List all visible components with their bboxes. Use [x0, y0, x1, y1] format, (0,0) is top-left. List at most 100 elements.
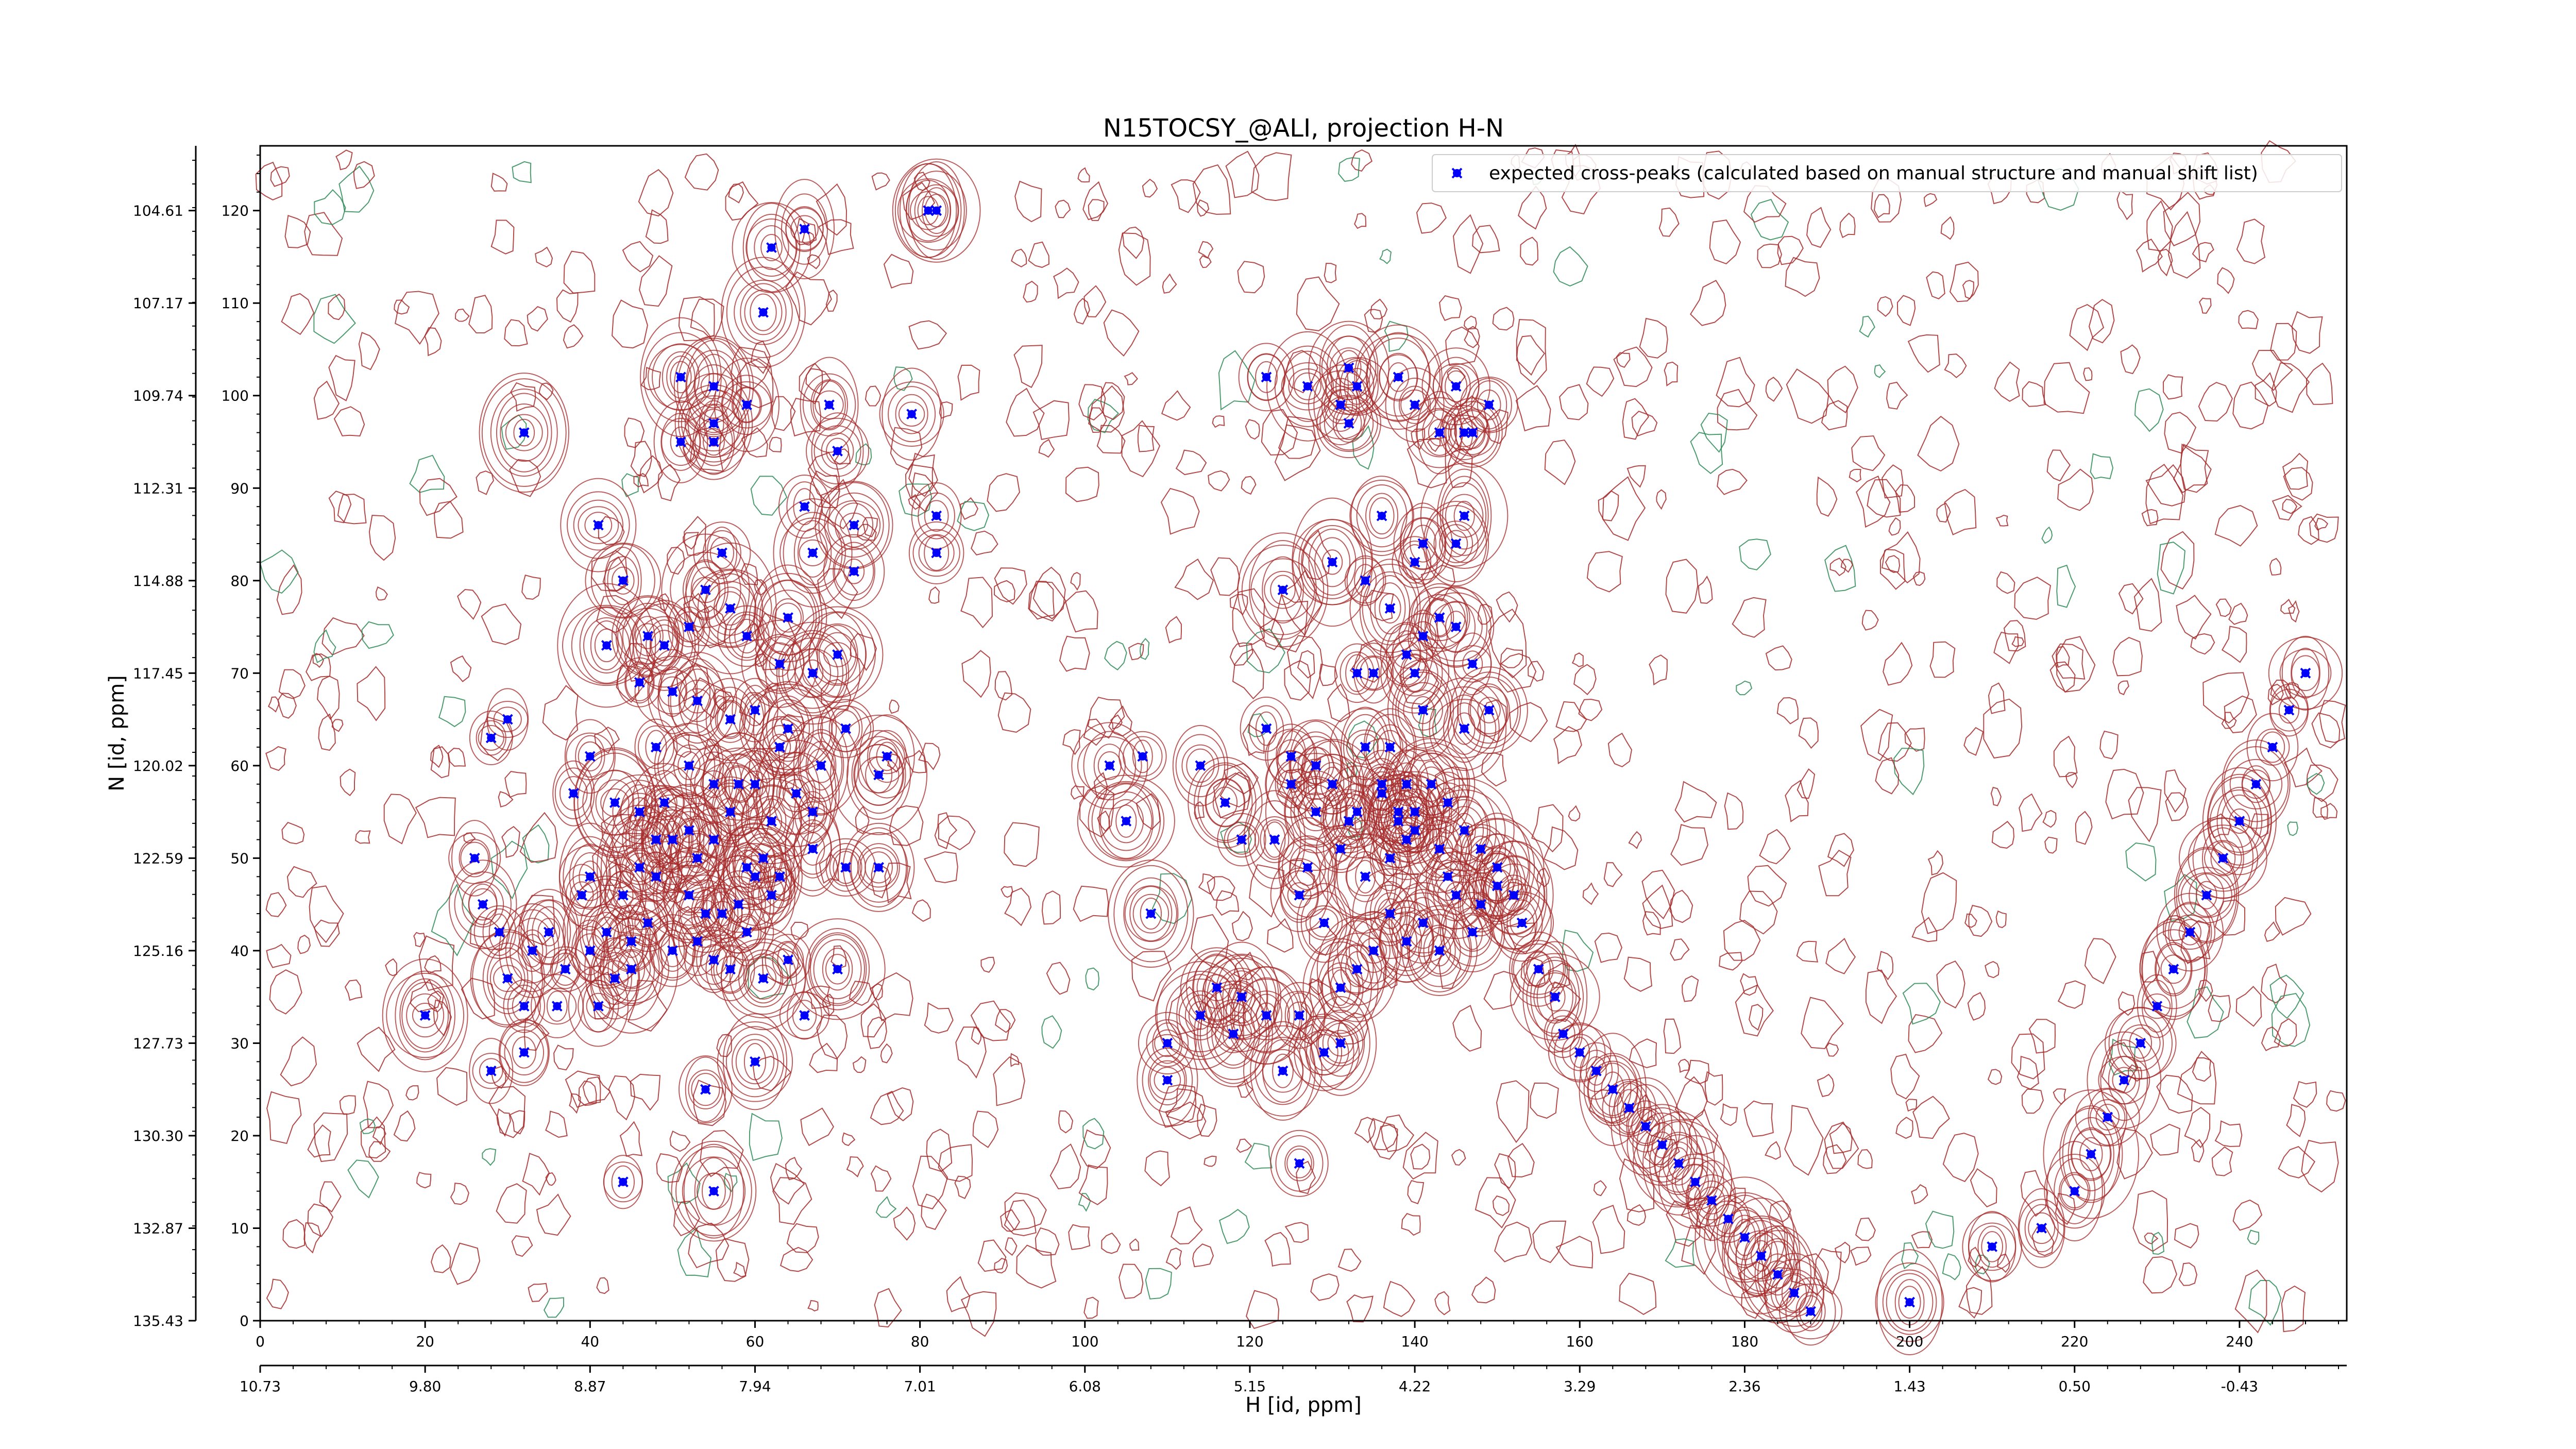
cross-peak-point [832, 964, 843, 975]
cross-peak-point [1261, 372, 1272, 383]
cross-peak-point [1508, 889, 1519, 901]
cross-peak-point [840, 723, 851, 734]
x-tick: 200 [1896, 1321, 1923, 1350]
cross-peak-point [807, 667, 818, 679]
secondary-y-tick: 114.88 [133, 572, 196, 589]
cross-peak-point [708, 834, 719, 845]
x-axis-label: H [id, ppm] [1245, 1393, 1362, 1417]
cross-peak-point [1376, 779, 1387, 790]
secondary-y-tick-label: 130.30 [133, 1127, 183, 1144]
secondary-y-tick: 120.02 [133, 757, 196, 774]
cross-peak-point [1327, 779, 1338, 790]
secondary-y-tick-label: 107.17 [133, 295, 183, 312]
secondary-x-tick-label: 4.22 [1399, 1378, 1431, 1395]
cross-peak-point [469, 852, 480, 864]
cross-peak-point [1656, 1139, 1668, 1151]
secondary-y-tick-label: 114.88 [133, 572, 183, 589]
cross-peak-point [1162, 1074, 1173, 1086]
cross-peak-point [2300, 667, 2311, 679]
secondary-y-tick: 125.16 [133, 942, 196, 959]
cross-peak-point [1492, 862, 1503, 873]
cross-peak-point [931, 547, 942, 559]
cross-peak-point [667, 945, 678, 956]
cross-peak-point [634, 677, 645, 688]
x-axis-ticks: 0 20 40 60 80 100 120 140 160 180 200 220 240 [256, 1321, 2339, 1350]
cross-peak-point [683, 621, 694, 632]
chart-title: N15TOCSY_@ALI, projection H-N [1103, 114, 1504, 143]
cross-peak-point [560, 964, 571, 975]
secondary-x-tick-label: 9.80 [409, 1378, 441, 1395]
cross-peak-point [750, 704, 760, 716]
cross-peak-point [2119, 1074, 2130, 1086]
x-tick: 40 [581, 1321, 599, 1350]
secondary-y-tick-label: 104.61 [133, 203, 183, 220]
cross-peak-point [1450, 381, 1462, 392]
secondary-x-tick-label: 7.94 [739, 1378, 771, 1395]
cross-peak-point [708, 779, 719, 790]
cross-peak-point [1351, 381, 1363, 392]
cross-peak-point [1590, 1065, 1602, 1076]
cross-peak-point [1533, 964, 1544, 975]
cross-peak-point [667, 834, 678, 845]
secondary-y-tick-label: 122.59 [133, 850, 183, 867]
x-tick: 160 [1566, 1321, 1594, 1350]
cross-peak-point [783, 954, 793, 966]
cross-peak-point [799, 224, 810, 234]
cross-peak-point [1623, 1102, 1635, 1114]
cross-peak-point [2283, 704, 2295, 716]
cross-peak-point [1211, 982, 1223, 993]
x-tick: 100 [1071, 1321, 1099, 1350]
cross-peak-point [1236, 991, 1247, 1003]
secondary-y-tick: 112.31 [133, 480, 196, 497]
cross-peak-point [494, 926, 505, 938]
cross-peak-point [758, 852, 769, 864]
x-tick-label: 20 [416, 1333, 434, 1350]
cross-peak-point [419, 1010, 431, 1021]
cross-peak-point [609, 973, 620, 984]
cross-peak-point [1516, 917, 1528, 929]
cross-peak-point [1492, 880, 1503, 891]
secondary-y-axis-ticks: 135.43 132.87 130.30 127.73 125.16 122.59 120.… [133, 146, 197, 1329]
secondary-x-tick: 2.36 [1728, 1366, 1761, 1395]
cross-peak-point [807, 843, 818, 854]
cross-peak-point [1343, 418, 1354, 429]
cross-peak-point [1360, 742, 1371, 753]
cross-peak-point [1689, 1176, 1701, 1188]
x-tick: 140 [1401, 1321, 1429, 1350]
cross-peak-point [1269, 834, 1280, 845]
secondary-y-tick-label: 127.73 [133, 1035, 183, 1052]
cross-peak-point [1285, 779, 1297, 790]
cross-peak-point [741, 631, 752, 642]
secondary-x-tick: 7.94 [739, 1366, 771, 1395]
secondary-y-tick: 132.87 [133, 1220, 196, 1237]
y-tick: 50 [230, 850, 260, 867]
cross-peak-point [2267, 742, 2278, 753]
y-tick-label: 50 [230, 850, 249, 867]
y-tick: 20 [230, 1127, 260, 1144]
cross-peak-point [717, 547, 727, 559]
x-tick-label: 240 [2226, 1333, 2253, 1350]
cross-peak-point [1360, 575, 1371, 586]
cross-peak-point [832, 649, 843, 660]
cross-peak-point [783, 612, 793, 624]
x-tick: 60 [746, 1321, 764, 1350]
cross-peak-point [1607, 1084, 1618, 1095]
cross-peak-point [692, 936, 703, 947]
cross-peak-point [1310, 760, 1321, 771]
cross-peak-point [1104, 760, 1115, 771]
plot-frame [259, 145, 2348, 1322]
cross-peak-point [1393, 806, 1404, 818]
cross-peak-point [733, 899, 744, 910]
cross-peak-point [1343, 362, 1354, 374]
cross-peak-point [1310, 806, 1321, 818]
cross-peak-point [601, 640, 612, 651]
cross-peak-point [1327, 557, 1338, 568]
secondary-y-tick-label: 120.02 [133, 757, 183, 774]
secondary-x-tick: -0.43 [2221, 1366, 2258, 1395]
cross-peak-point [1228, 1029, 1239, 1039]
y-tick-label: 90 [230, 480, 249, 497]
cross-peak-point [1417, 538, 1429, 549]
cross-peak-point [1475, 899, 1486, 910]
cross-peak-point [1475, 843, 1486, 854]
cross-peak-point [1137, 751, 1148, 762]
